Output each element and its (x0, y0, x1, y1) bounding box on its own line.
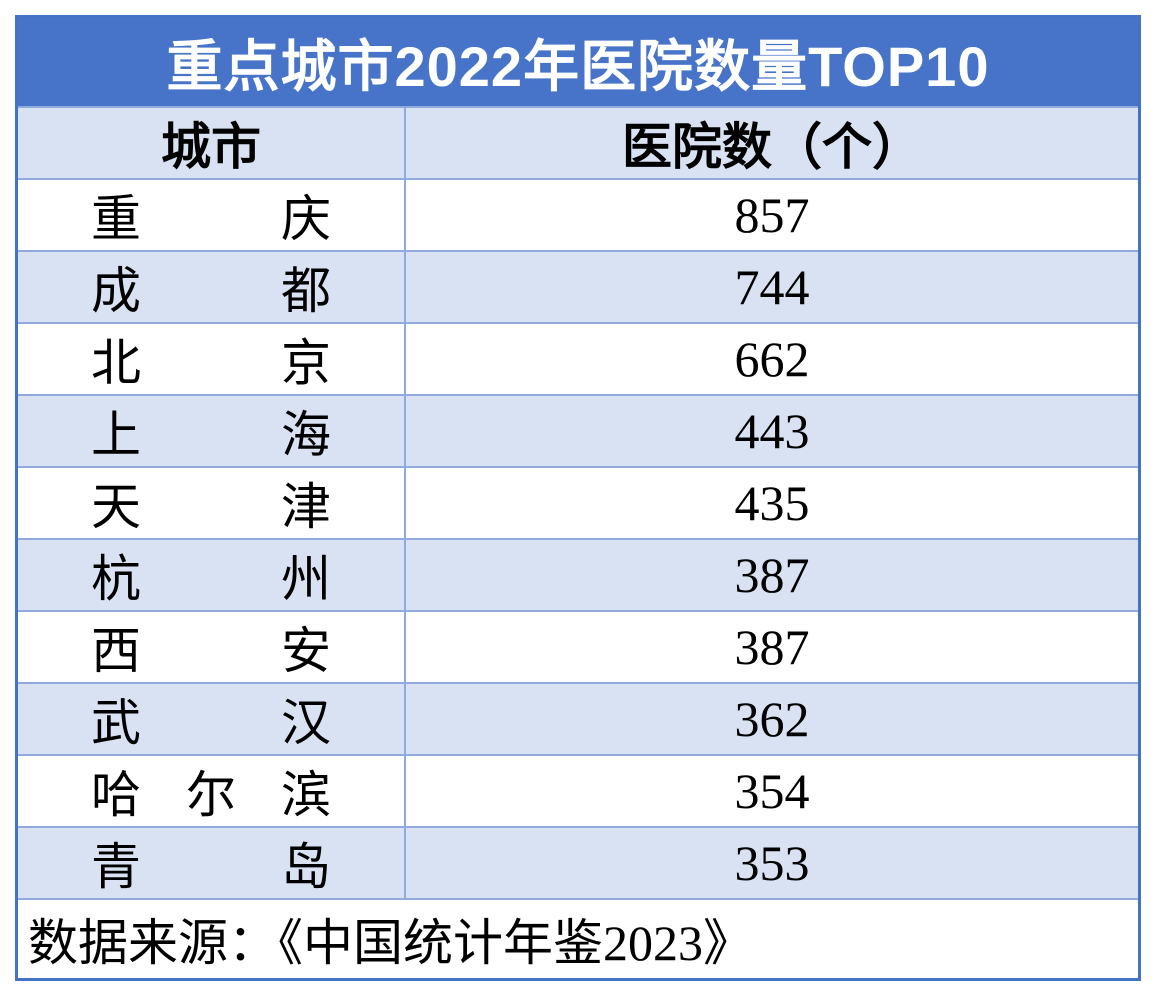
table-row: 杭州 387 (18, 538, 1138, 610)
city-cell: 青岛 (18, 828, 406, 898)
city-cell: 哈尔滨 (18, 756, 406, 826)
city-name: 青岛 (91, 827, 331, 899)
city-char: 滨 (281, 767, 331, 823)
city-cell: 武汉 (18, 684, 406, 754)
city-cell: 北京 (18, 324, 406, 394)
city-char: 海 (281, 407, 331, 463)
city-cell: 西安 (18, 612, 406, 682)
city-char: 成 (91, 263, 141, 319)
table-row: 上海 443 (18, 394, 1138, 466)
city-char: 青 (91, 839, 141, 895)
hospital-count-cell: 387 (734, 547, 810, 603)
city-char: 京 (281, 335, 331, 391)
hospital-count-cell: 387 (734, 619, 810, 675)
city-char: 北 (91, 335, 141, 391)
table-row: 重庆 857 (18, 178, 1138, 250)
table-row: 天津 435 (18, 466, 1138, 538)
city-char: 杭 (91, 551, 141, 607)
city-char: 州 (281, 551, 331, 607)
city-name: 天津 (91, 467, 331, 539)
table-row: 哈尔滨 354 (18, 754, 1138, 826)
city-cell: 上海 (18, 396, 406, 466)
city-char: 津 (281, 479, 331, 535)
table-row: 青岛 353 (18, 826, 1138, 898)
table-title: 重点城市2022年医院数量TOP10 (18, 18, 1138, 106)
hospital-count-table: 重点城市2022年医院数量TOP10 城市 医院数（个） 重庆 857 成都 7… (15, 15, 1141, 981)
header-city: 城市 (18, 108, 406, 178)
table-row: 北京 662 (18, 322, 1138, 394)
city-char: 上 (91, 407, 141, 463)
city-name: 上海 (91, 395, 331, 467)
city-name: 哈尔滨 (91, 755, 331, 827)
hospital-count-cell: 435 (734, 475, 810, 531)
hospital-count-cell: 353 (734, 835, 810, 891)
table-row: 武汉 362 (18, 682, 1138, 754)
city-name: 西安 (91, 611, 331, 683)
city-cell: 杭州 (18, 540, 406, 610)
city-char: 庆 (281, 191, 331, 247)
table-body: 重庆 857 成都 744 北京 662 上海 443 天津 435 杭州 38… (18, 178, 1138, 898)
header-hospital-count: 医院数（个） (622, 119, 922, 175)
hospital-count-cell: 362 (734, 691, 810, 747)
hospital-count-cell: 857 (734, 187, 810, 243)
city-name: 武汉 (91, 683, 331, 755)
city-char: 尔 (186, 767, 236, 823)
city-char: 重 (91, 191, 141, 247)
hospital-count-cell: 744 (734, 259, 810, 315)
city-char: 西 (91, 623, 141, 679)
city-cell: 天津 (18, 468, 406, 538)
city-char: 哈 (91, 767, 141, 823)
city-char: 天 (91, 479, 141, 535)
city-name: 北京 (91, 323, 331, 395)
city-cell: 成都 (18, 252, 406, 322)
hospital-count-cell: 662 (734, 331, 810, 387)
table-row: 西安 387 (18, 610, 1138, 682)
city-name: 杭州 (91, 539, 331, 611)
table-header-row: 城市 医院数（个） (18, 106, 1138, 178)
city-char: 安 (281, 623, 331, 679)
hospital-count-cell: 443 (734, 403, 810, 459)
city-name: 重庆 (91, 179, 331, 251)
city-name: 成都 (91, 251, 331, 323)
table-row: 成都 744 (18, 250, 1138, 322)
city-cell: 重庆 (18, 180, 406, 250)
city-char: 武 (91, 695, 141, 751)
hospital-count-cell: 354 (734, 763, 810, 819)
city-char: 岛 (281, 839, 331, 895)
city-char: 汉 (281, 695, 331, 751)
data-source-note: 数据来源：《中国统计年鉴2023》 (18, 898, 1138, 978)
city-char: 都 (281, 263, 331, 319)
